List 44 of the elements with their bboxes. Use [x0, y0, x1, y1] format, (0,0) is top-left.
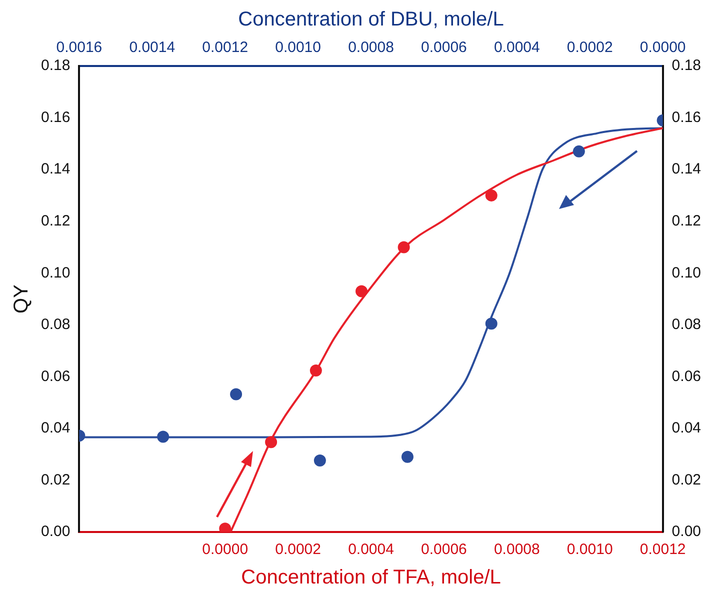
- y2-tick-label: 0.18: [672, 57, 702, 74]
- x2-tick-label: 0.0012: [202, 39, 248, 56]
- x2-tick-label: 0.0010: [275, 39, 321, 56]
- y-tick-label: 0.16: [40, 108, 70, 126]
- x2-axis-title: Concentration of DBU, mole/L: [238, 8, 504, 31]
- point: [485, 189, 498, 202]
- y-tick-label: 0.18: [40, 57, 70, 74]
- x2-tick-label: 0.0004: [494, 39, 540, 56]
- x-tick-label: 0.0004: [348, 541, 394, 558]
- x-tick-label: 0.0012: [640, 541, 686, 558]
- x-axis-title: Concentration of TFA, mole/L: [241, 566, 501, 589]
- y-tick-label: 0.08: [40, 316, 70, 334]
- point: [356, 285, 368, 298]
- y-tick-label: 0.06: [40, 368, 70, 385]
- y-tick-label: 0.02: [40, 471, 70, 488]
- x-tick-label: 0.0000: [202, 541, 248, 558]
- y-axis-title: QY: [10, 284, 33, 314]
- y2-tick-label: 0.02: [672, 471, 702, 488]
- point: [398, 241, 410, 254]
- x-tick-label: 0.0010: [566, 541, 613, 558]
- x-tick-label: 0.0002: [275, 541, 321, 558]
- y-tick-label: 0.12: [40, 212, 70, 230]
- x2-tick-label: 0.0006: [421, 39, 467, 56]
- point: [265, 436, 278, 448]
- y2-tick-label: 0.04: [672, 420, 702, 437]
- y2-tick-label: 0.00: [672, 523, 702, 540]
- x-tick-label: 0.0008: [494, 541, 540, 558]
- y-tick-label: 0.10: [40, 264, 70, 282]
- y2-tick-label: 0.08: [672, 316, 702, 334]
- x2-tick-label: 0.0002: [566, 39, 613, 56]
- x2-tick-label: 0.0008: [348, 39, 394, 56]
- point: [310, 364, 322, 376]
- x2-tick-label: 0.0014: [129, 39, 176, 56]
- y2-tick-label: 0.06: [672, 368, 702, 385]
- x2-tick-label: 0.0000: [640, 39, 686, 56]
- y-tick-label: 0.00: [40, 523, 70, 540]
- y-tick-label: 0.04: [40, 420, 70, 437]
- y-tick-label: 0.14: [40, 160, 70, 178]
- y2-tick-label: 0.16: [672, 108, 702, 126]
- x-tick-label: 0.0006: [421, 541, 467, 558]
- y2-tick-label: 0.12: [672, 212, 702, 230]
- y2-tick-label: 0.10: [672, 264, 702, 282]
- y2-tick-label: 0.14: [672, 160, 702, 178]
- x2-tick-label: 0.0016: [56, 39, 102, 56]
